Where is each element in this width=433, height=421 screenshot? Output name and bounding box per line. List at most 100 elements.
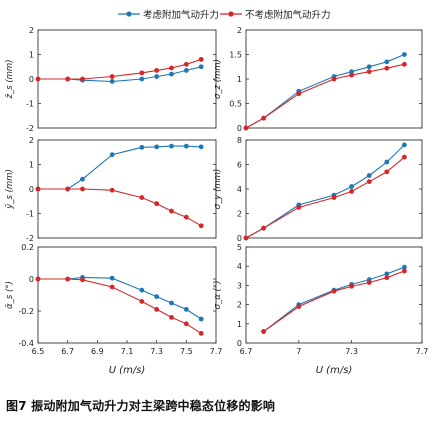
y-tick-label: 6 — [237, 161, 242, 170]
data-point-series-1 — [169, 71, 174, 77]
data-point-series-2 — [402, 154, 407, 160]
series-line-2 — [38, 278, 202, 334]
data-point-series-2 — [139, 70, 145, 76]
y-axis-label: z̄_s (mm) — [5, 59, 15, 99]
series-line-1 — [38, 145, 202, 190]
data-point-series-1 — [109, 79, 115, 84]
y-tick-label: 0 — [237, 234, 242, 243]
series-line-2 — [245, 63, 405, 129]
data-point-series-2 — [349, 283, 354, 289]
panels: -2 -1 0 1 2 z̄_s (mm) 0 0.5 1 1.5 2 σ_z (mm) -2 -1 0 1 2… — [5, 26, 428, 356]
data-point-series-1 — [349, 69, 354, 75]
data-point-series-2 — [183, 321, 189, 327]
data-point-series-2 — [109, 284, 115, 290]
data-point-series-1 — [109, 152, 115, 158]
x-tick-label: 7.3 — [150, 347, 163, 356]
data-point-series-2 — [139, 195, 145, 200]
data-point-series-2 — [384, 65, 390, 71]
y-tick-label: 1 — [237, 75, 242, 84]
y-axis-label: σ_z (mm) — [213, 59, 223, 99]
plot-frame — [245, 246, 423, 344]
y-tick-label: 1 — [237, 320, 242, 329]
y-tick-label: 2 — [237, 210, 242, 219]
data-point-series-1 — [198, 144, 204, 150]
data-point-series-2 — [198, 57, 204, 62]
data-point-series-2 — [331, 76, 337, 82]
data-point-series-2 — [139, 299, 145, 304]
data-point-series-1 — [139, 76, 145, 82]
y-tick-label: 1 — [29, 51, 34, 60]
data-point-series-1 — [169, 300, 174, 306]
plot-frame — [37, 246, 217, 344]
data-point-series-2 — [366, 179, 372, 185]
data-point-series-1 — [139, 287, 145, 293]
figure-caption: 图7 振动附加气动升力对主梁跨中稳态位移的影响 — [6, 399, 276, 413]
data-point-series-2 — [261, 225, 266, 231]
x-axis-label-left: U (m/s) — [109, 365, 146, 376]
data-point-series-2 — [366, 69, 372, 75]
data-point-series-2 — [183, 61, 189, 67]
legend: 考虑附加气动升力 不考虑附加气动升力 — [118, 9, 331, 21]
x-tick-label: 6.7 — [240, 347, 253, 356]
data-point-series-2 — [35, 276, 41, 282]
y-axis-label: σ_α (°) — [213, 281, 223, 310]
y-tick-label: 0 — [237, 124, 242, 133]
legend-label-series-1: 考虑附加气动升力 — [143, 9, 219, 21]
data-point-series-1 — [80, 176, 85, 182]
data-point-series-1 — [154, 74, 160, 79]
y-tick-label: -1 — [26, 210, 34, 219]
data-point-series-2 — [296, 304, 302, 309]
y-tick-label: -2 — [26, 234, 34, 243]
data-point-series-1 — [183, 143, 189, 149]
data-point-series-2 — [261, 329, 266, 334]
data-point-series-1 — [154, 294, 160, 299]
y-tick-label: 2 — [237, 301, 242, 310]
data-point-series-1 — [384, 159, 390, 165]
data-point-series-2 — [154, 201, 160, 207]
y-tick-label: 0.2 — [21, 243, 34, 252]
data-point-series-1 — [183, 307, 189, 312]
series-line-1 — [263, 266, 405, 332]
data-point-series-2 — [35, 186, 41, 192]
x-tick-label: 6.7 — [61, 347, 74, 356]
data-point-series-1 — [366, 173, 372, 178]
x-tick-label: 7 — [296, 347, 301, 356]
data-point-series-2 — [65, 276, 71, 282]
data-point-series-2 — [402, 268, 407, 274]
data-point-series-2 — [198, 223, 204, 229]
data-point-series-2 — [65, 186, 71, 192]
data-point-series-2 — [154, 68, 160, 73]
y-tick-label: 2 — [237, 26, 242, 35]
data-point-series-1 — [402, 142, 407, 148]
y-tick-label: 2 — [29, 26, 34, 35]
y-tick-label: 5 — [237, 243, 242, 252]
data-point-series-1 — [349, 184, 354, 189]
y-tick-label: -2 — [26, 124, 34, 133]
data-point-series-2 — [109, 74, 115, 79]
data-point-series-2 — [384, 169, 390, 175]
data-point-series-2 — [169, 315, 174, 320]
y-tick-label: 3 — [237, 281, 242, 290]
y-axis-label: ᾱ_s (°) — [5, 281, 15, 309]
data-point-series-1 — [139, 144, 145, 150]
legend-label-series-2: 不考虑附加气动升力 — [245, 9, 331, 21]
y-tick-label: 0.5 — [229, 100, 242, 109]
x-tick-label: 7.5 — [180, 347, 193, 356]
data-point-series-2 — [296, 91, 302, 97]
panel-middle-left: -2 -1 0 1 2 ȳ_s (mm) — [5, 136, 217, 243]
y-tick-label: 8 — [237, 136, 242, 145]
data-point-series-2 — [331, 288, 337, 294]
data-point-series-2 — [169, 208, 174, 214]
data-point-series-1 — [183, 68, 189, 73]
x-tick-label: 6.9 — [91, 347, 104, 356]
data-point-series-2 — [109, 187, 115, 193]
x-tick-label: 7.7 — [210, 347, 223, 356]
y-tick-label: 4 — [237, 262, 242, 271]
data-point-series-1 — [198, 316, 204, 322]
data-point-series-2 — [402, 61, 407, 67]
y-axis-label: ȳ_s (mm) — [5, 169, 15, 210]
y-axis-label: σ_y (mm) — [213, 169, 223, 210]
data-point-series-2 — [183, 214, 189, 220]
data-point-series-1 — [154, 144, 160, 150]
